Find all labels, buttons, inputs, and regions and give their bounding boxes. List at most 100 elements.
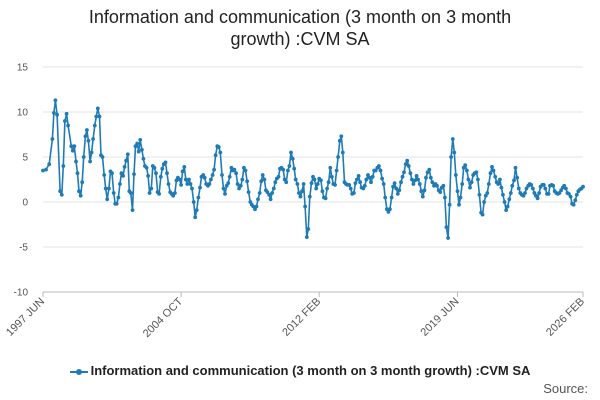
data-point[interactable] xyxy=(209,177,213,182)
data-point[interactable] xyxy=(187,177,191,182)
data-point[interactable] xyxy=(304,235,309,240)
data-point[interactable] xyxy=(74,159,78,164)
data-point[interactable] xyxy=(314,186,319,191)
data-point[interactable] xyxy=(443,195,447,200)
data-point[interactable] xyxy=(163,160,168,165)
data-point[interactable] xyxy=(499,185,504,190)
data-point[interactable] xyxy=(160,166,165,171)
data-point[interactable] xyxy=(70,148,75,153)
data-point[interactable] xyxy=(463,163,468,168)
data-point[interactable] xyxy=(417,182,422,186)
data-point[interactable] xyxy=(391,184,395,189)
data-point[interactable] xyxy=(41,168,45,173)
data-point[interactable] xyxy=(173,191,177,195)
data-point[interactable] xyxy=(193,215,198,220)
data-point[interactable] xyxy=(395,192,400,196)
data-point[interactable] xyxy=(287,164,292,168)
data-point[interactable] xyxy=(171,193,176,198)
data-point[interactable] xyxy=(147,191,152,195)
data-point[interactable] xyxy=(515,175,519,180)
data-point[interactable] xyxy=(325,186,329,191)
data-point[interactable] xyxy=(474,170,479,175)
data-point[interactable] xyxy=(196,195,201,200)
data-point[interactable] xyxy=(75,171,80,176)
data-point[interactable] xyxy=(498,177,502,182)
data-point[interactable] xyxy=(458,195,463,200)
data-point[interactable] xyxy=(213,153,218,158)
data-point[interactable] xyxy=(502,200,507,204)
data-point[interactable] xyxy=(438,190,443,195)
data-point[interactable] xyxy=(381,182,386,186)
data-point[interactable] xyxy=(191,200,196,204)
data-point[interactable] xyxy=(114,201,119,206)
data-point[interactable] xyxy=(88,159,92,164)
data-point[interactable] xyxy=(64,111,69,116)
data-point[interactable] xyxy=(529,183,534,187)
data-point[interactable] xyxy=(100,155,105,159)
data-point[interactable] xyxy=(490,165,494,169)
data-point[interactable] xyxy=(95,106,100,111)
data-point[interactable] xyxy=(166,182,171,186)
data-point[interactable] xyxy=(551,183,556,188)
data-point[interactable] xyxy=(265,190,270,195)
data-point[interactable] xyxy=(455,189,460,194)
data-point[interactable] xyxy=(140,147,144,152)
data-point[interactable] xyxy=(378,168,383,173)
data-point[interactable] xyxy=(111,191,116,195)
data-point[interactable] xyxy=(370,174,375,179)
data-point[interactable] xyxy=(334,168,339,173)
data-point[interactable] xyxy=(326,180,331,185)
data-point[interactable] xyxy=(444,225,449,230)
data-point[interactable] xyxy=(245,179,250,184)
data-point[interactable] xyxy=(397,188,402,193)
data-point[interactable] xyxy=(557,191,562,195)
data-point[interactable] xyxy=(78,193,83,198)
data-point[interactable] xyxy=(207,182,212,186)
data-point[interactable] xyxy=(392,181,397,186)
data-point[interactable] xyxy=(300,189,304,194)
data-point[interactable] xyxy=(452,150,457,155)
data-point[interactable] xyxy=(496,182,501,186)
data-point[interactable] xyxy=(523,191,527,195)
data-point[interactable] xyxy=(246,190,251,195)
data-point[interactable] xyxy=(383,195,388,200)
data-point[interactable] xyxy=(347,183,352,187)
data-point[interactable] xyxy=(468,185,472,190)
data-point[interactable] xyxy=(256,197,260,202)
data-point[interactable] xyxy=(535,196,540,201)
data-point[interactable] xyxy=(85,128,89,132)
data-point[interactable] xyxy=(546,192,551,196)
data-point[interactable] xyxy=(323,196,328,201)
data-point[interactable] xyxy=(457,202,461,207)
data-point[interactable] xyxy=(297,191,301,195)
data-point[interactable] xyxy=(403,162,408,167)
data-point[interactable] xyxy=(271,186,276,191)
data-point[interactable] xyxy=(373,168,378,173)
data-point[interactable] xyxy=(50,137,55,141)
data-point[interactable] xyxy=(188,182,193,186)
data-point[interactable] xyxy=(262,177,267,182)
data-point[interactable] xyxy=(94,114,99,119)
data-point[interactable] xyxy=(400,174,405,179)
data-point[interactable] xyxy=(355,177,359,182)
data-point[interactable] xyxy=(237,186,242,191)
data-point[interactable] xyxy=(210,173,215,177)
data-point[interactable] xyxy=(573,198,578,203)
data-point[interactable] xyxy=(435,183,439,188)
data-point[interactable] xyxy=(52,111,56,115)
data-point[interactable] xyxy=(89,150,94,155)
data-point[interactable] xyxy=(419,189,424,194)
data-point[interactable] xyxy=(352,191,356,195)
data-point[interactable] xyxy=(406,164,411,168)
data-point[interactable] xyxy=(367,175,372,180)
data-point[interactable] xyxy=(149,186,154,191)
data-point[interactable] xyxy=(152,165,157,170)
data-point[interactable] xyxy=(72,144,77,149)
data-point[interactable] xyxy=(103,186,108,191)
data-point[interactable] xyxy=(243,168,248,173)
data-point[interactable] xyxy=(97,114,102,119)
data-point[interactable] xyxy=(477,192,482,197)
data-point[interactable] xyxy=(508,191,513,195)
data-point[interactable] xyxy=(121,174,125,178)
data-point[interactable] xyxy=(411,182,416,186)
